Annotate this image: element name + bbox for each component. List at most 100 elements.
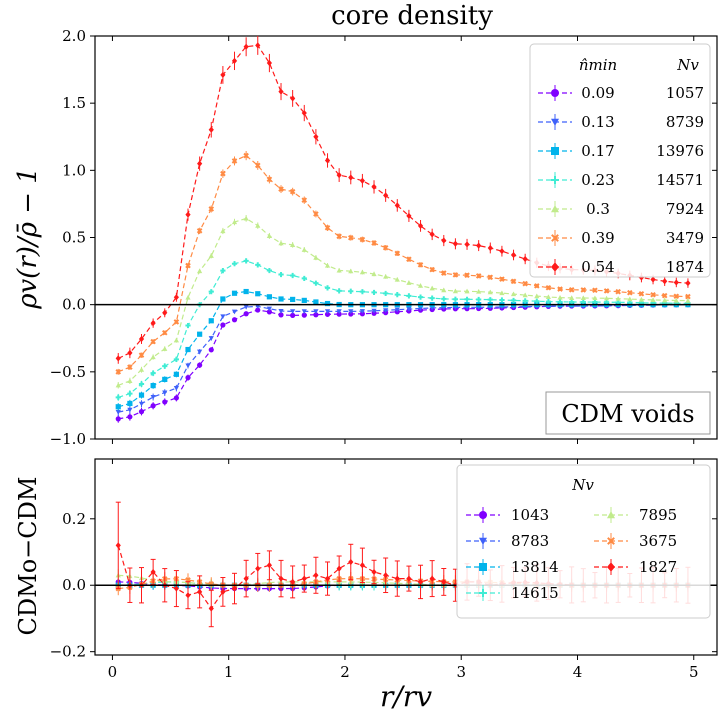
- bottom-data-point: [394, 575, 400, 582]
- top-data-point: [673, 293, 680, 300]
- top-data-point: [383, 192, 389, 199]
- top-legend-entry: 0.09 1057: [538, 84, 704, 102]
- top-data-point: [243, 215, 249, 221]
- bottom-data-point: [243, 575, 249, 582]
- top-data-point: [127, 414, 133, 420]
- top-data-point: [197, 349, 203, 355]
- top-data-point: [383, 273, 389, 279]
- top-data-point: [394, 292, 400, 298]
- top-data-point: [476, 296, 482, 303]
- top-data-point: [464, 288, 470, 294]
- top-data-point: [348, 268, 354, 274]
- top-data-point: [406, 212, 412, 220]
- top-data-point: [661, 292, 668, 299]
- top-data-point: [638, 290, 645, 297]
- top-data-point: [208, 253, 214, 258]
- top-data-point: [150, 354, 156, 360]
- top-data-point: [324, 157, 331, 164]
- top-data-point: [231, 261, 238, 267]
- top-data-point: [441, 237, 447, 244]
- bottom-legend: Nv 1043 8783 13814 14615 7895 3675 1827: [456, 464, 711, 619]
- bottom-data-point: [371, 568, 377, 576]
- top-data-point: [115, 404, 121, 410]
- top-data-point: [359, 269, 366, 275]
- top-data-point: [150, 320, 156, 327]
- top-data-point: [650, 291, 656, 298]
- top-data-point: [359, 236, 366, 243]
- top-data-point: [522, 280, 528, 287]
- top-data-point: [162, 309, 168, 316]
- legend-marker: [479, 589, 487, 597]
- top-data-point: [394, 276, 400, 282]
- top-data-point: [220, 71, 226, 79]
- top-data-point: [545, 284, 552, 291]
- top-data-point: [127, 407, 133, 413]
- top-data-point: [569, 299, 575, 305]
- top-data-point: [313, 299, 319, 305]
- bottom-legend-entry: 14615: [466, 584, 559, 602]
- top-data-point: [290, 95, 296, 102]
- bottom-legend-count: 7895: [639, 506, 677, 524]
- top-data-point: [371, 308, 377, 314]
- top-data-point: [627, 296, 633, 302]
- top-series-0.3: [115, 215, 691, 389]
- top-data-point: [662, 278, 668, 285]
- top-data-point: [487, 289, 493, 295]
- top-data-point: [278, 271, 284, 278]
- top-data-point: [243, 258, 249, 264]
- top-data-point: [441, 296, 447, 302]
- top-data-point: [510, 251, 517, 259]
- top-data-point: [150, 383, 156, 389]
- cdm-voids-box: [545, 391, 711, 435]
- bottom-data-point: [324, 575, 331, 582]
- top-data-point: [487, 297, 493, 303]
- top-legend-count: 13976: [656, 142, 704, 160]
- x-tick-label: 0: [108, 663, 118, 681]
- top-data-point: [185, 211, 191, 218]
- top-data-point: [557, 286, 563, 292]
- top-data-point: [301, 309, 307, 314]
- top-data-point: [324, 311, 331, 317]
- top-data-point: [440, 270, 447, 276]
- top-data-point: [220, 322, 226, 328]
- top-data-point: [487, 274, 494, 281]
- top-series-line: [118, 217, 688, 386]
- top-data-point: [406, 293, 412, 299]
- top-data-point: [220, 228, 226, 234]
- top-ticks: −1.0 −0.5 0.0 0.5 1.0 1.5 2.0: [50, 27, 717, 448]
- legend-marker: [551, 234, 559, 242]
- bottom-legend-entry: 7895: [594, 506, 677, 524]
- bottom-data-point: [220, 588, 226, 596]
- top-data-point: [336, 311, 342, 317]
- top-data-point: [499, 297, 505, 303]
- top-data-point: [301, 297, 307, 304]
- top-data-point: [534, 293, 540, 299]
- bottom-legend-header: Nv: [571, 476, 594, 494]
- top-data-point: [208, 206, 215, 212]
- bottom-legend-count: 1827: [639, 558, 677, 576]
- top-y-tick-label: 0.0: [62, 296, 86, 314]
- top-data-point: [254, 162, 261, 169]
- top-data-point: [197, 331, 203, 337]
- legend-marker: [551, 89, 559, 97]
- bottom-data-point: [441, 578, 447, 586]
- top-data-point: [266, 233, 272, 239]
- top-data-point: [592, 299, 598, 305]
- top-data-point: [255, 42, 261, 49]
- top-data-point: [185, 262, 191, 269]
- top-data-point: [231, 158, 238, 164]
- top-data-point: [359, 289, 366, 295]
- top-data-point: [510, 297, 517, 304]
- top-data-point: [348, 311, 354, 317]
- top-data-point: [243, 43, 249, 50]
- top-data-point: [452, 272, 459, 278]
- top-data-point: [522, 255, 528, 263]
- top-data-point: [290, 272, 296, 279]
- legend-marker: [607, 562, 615, 572]
- top-data-point: [301, 312, 307, 318]
- top-legend-nmin: 0.17: [581, 142, 614, 160]
- top-data-point: [603, 299, 610, 305]
- top-data-point: [266, 59, 272, 67]
- top-data-point: [290, 296, 296, 303]
- bottom-legend-count: 14615: [511, 584, 559, 602]
